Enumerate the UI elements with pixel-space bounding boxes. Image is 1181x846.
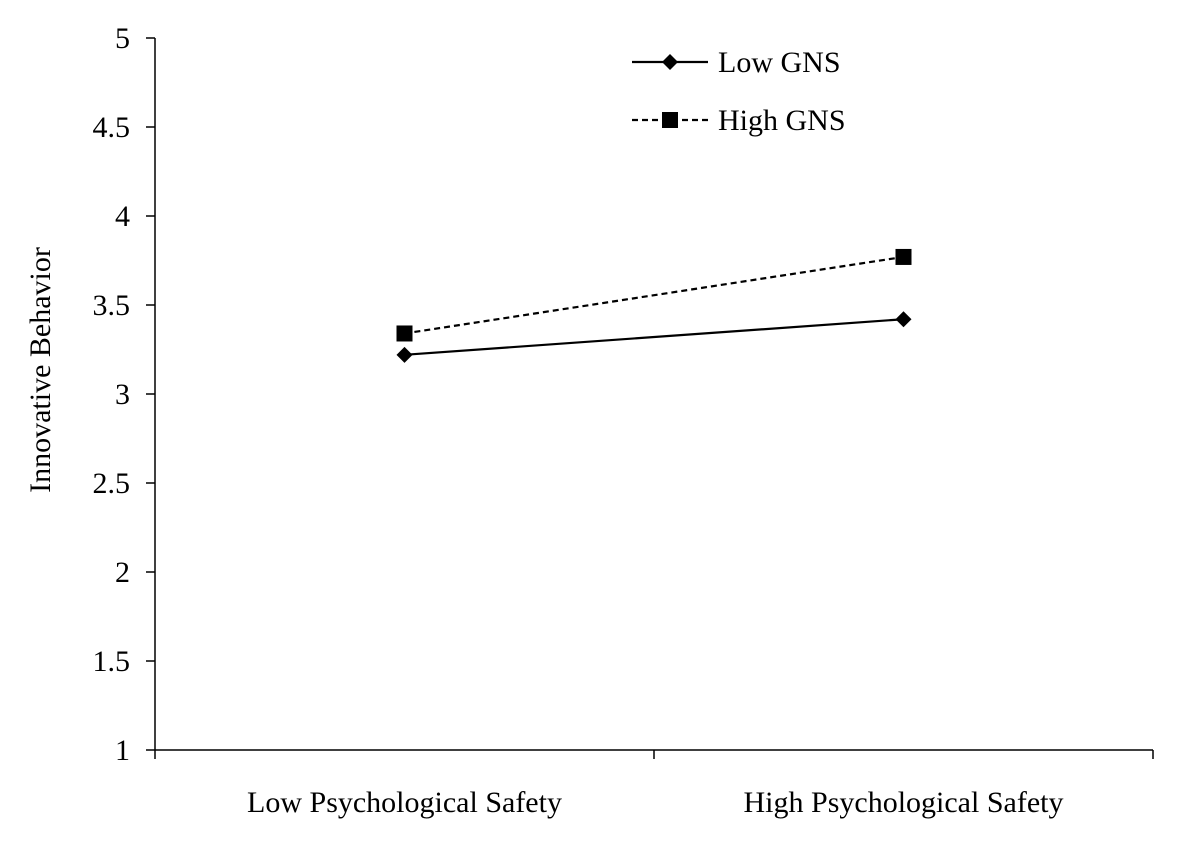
data-point-diamond — [396, 346, 413, 363]
y-axis-title: Innovative Behavior — [24, 247, 57, 493]
x-category-label: High Psychological Safety — [744, 786, 1064, 819]
legend: Low GNS High GNS — [632, 46, 846, 137]
legend-item: Low GNS — [632, 46, 841, 79]
x-ticks: Low Psychological Safety High Psychologic… — [154, 750, 1154, 819]
y-tick-label: 3 — [115, 378, 130, 411]
data-point-square — [396, 325, 413, 342]
x-category-label: Low Psychological Safety — [247, 786, 562, 819]
legend-marker-square — [662, 112, 678, 128]
legend-label: Low GNS — [718, 46, 841, 79]
y-tick-label: 4 — [115, 200, 130, 233]
legend-item: High GNS — [632, 104, 846, 137]
y-ticks: 1 1.5 2 2.5 3 3.5 4 4.5 5 — [93, 22, 155, 767]
axes — [154, 38, 1153, 751]
series-layer — [396, 248, 912, 363]
series-line — [404, 255, 904, 335]
legend-label: High GNS — [718, 104, 846, 137]
y-tick-label: 3.5 — [93, 289, 131, 322]
series-line — [404, 318, 904, 356]
series-high-gns — [396, 248, 912, 342]
legend-marker-diamond — [662, 54, 678, 70]
data-point-square — [895, 248, 912, 265]
data-point-diamond — [895, 311, 912, 328]
y-tick-label: 5 — [115, 22, 130, 55]
series-low-gns — [396, 311, 912, 363]
y-tick-label: 2.5 — [93, 467, 131, 500]
y-tick-label: 1 — [115, 734, 130, 767]
y-tick-label: 1.5 — [93, 645, 131, 678]
y-tick-label: 4.5 — [93, 111, 131, 144]
y-tick-label: 2 — [115, 556, 130, 589]
